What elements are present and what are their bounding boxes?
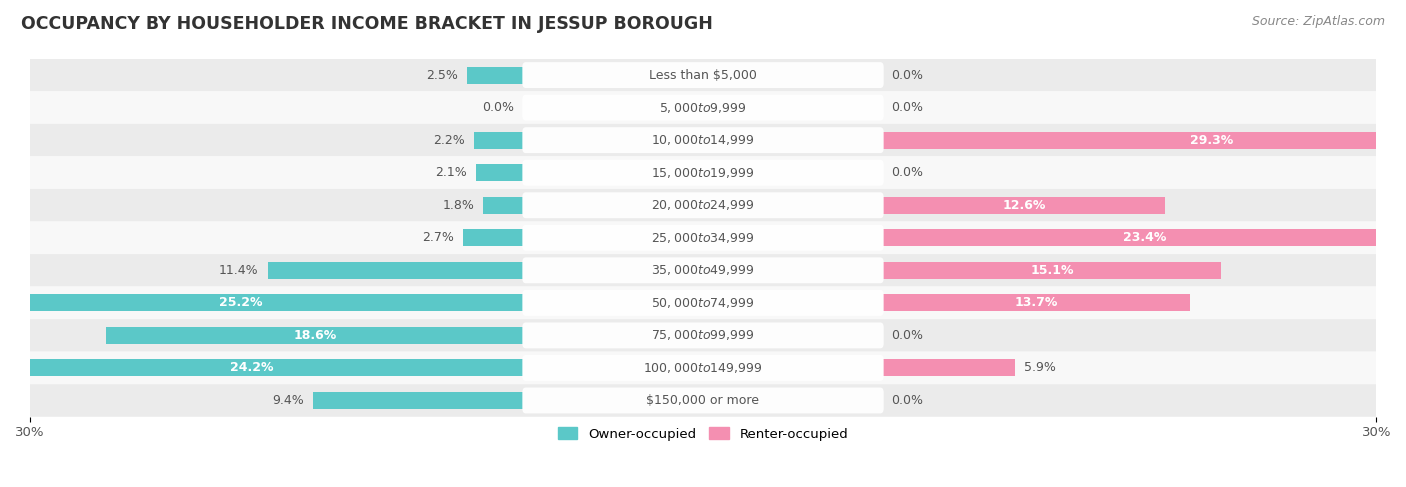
Text: 29.3%: 29.3% [1189, 133, 1233, 147]
Text: $150,000 or more: $150,000 or more [647, 394, 759, 407]
Text: 5.9%: 5.9% [1024, 361, 1056, 375]
FancyBboxPatch shape [30, 254, 1376, 286]
Bar [312, 392, 523, 409]
Legend: Owner-occupied, Renter-occupied: Owner-occupied, Renter-occupied [553, 422, 853, 446]
Text: 12.6%: 12.6% [1002, 199, 1046, 212]
Text: 1.8%: 1.8% [443, 199, 474, 212]
Text: $100,000 to $149,999: $100,000 to $149,999 [644, 361, 762, 375]
Bar [883, 295, 1189, 311]
FancyBboxPatch shape [30, 352, 1376, 384]
Text: 11.4%: 11.4% [219, 264, 259, 277]
Bar [267, 262, 523, 279]
FancyBboxPatch shape [30, 286, 1376, 319]
Text: Less than $5,000: Less than $5,000 [650, 69, 756, 82]
FancyBboxPatch shape [523, 160, 883, 186]
Text: $50,000 to $74,999: $50,000 to $74,999 [651, 296, 755, 310]
Bar [477, 164, 523, 181]
FancyBboxPatch shape [523, 290, 883, 316]
Text: 2.7%: 2.7% [422, 231, 454, 244]
Text: 9.4%: 9.4% [271, 394, 304, 407]
FancyBboxPatch shape [523, 388, 883, 413]
Text: 0.0%: 0.0% [891, 329, 924, 342]
Bar [883, 359, 1015, 376]
FancyBboxPatch shape [523, 225, 883, 251]
Text: 25.2%: 25.2% [219, 297, 263, 309]
FancyBboxPatch shape [30, 384, 1376, 417]
FancyBboxPatch shape [523, 355, 883, 381]
FancyBboxPatch shape [30, 92, 1376, 124]
Text: $75,000 to $99,999: $75,000 to $99,999 [651, 328, 755, 342]
Text: 2.2%: 2.2% [433, 133, 465, 147]
Text: $20,000 to $24,999: $20,000 to $24,999 [651, 198, 755, 212]
Text: 0.0%: 0.0% [891, 69, 924, 82]
FancyBboxPatch shape [523, 94, 883, 121]
FancyBboxPatch shape [523, 192, 883, 218]
Text: $15,000 to $19,999: $15,000 to $19,999 [651, 166, 755, 180]
FancyBboxPatch shape [30, 222, 1376, 254]
Text: 2.5%: 2.5% [426, 69, 458, 82]
Text: OCCUPANCY BY HOUSEHOLDER INCOME BRACKET IN JESSUP BOROUGH: OCCUPANCY BY HOUSEHOLDER INCOME BRACKET … [21, 15, 713, 33]
Text: 18.6%: 18.6% [292, 329, 336, 342]
Text: Source: ZipAtlas.com: Source: ZipAtlas.com [1251, 15, 1385, 28]
Bar [0, 359, 523, 376]
FancyBboxPatch shape [523, 127, 883, 153]
Text: 15.1%: 15.1% [1031, 264, 1074, 277]
FancyBboxPatch shape [30, 319, 1376, 352]
Text: 0.0%: 0.0% [482, 101, 515, 114]
Bar [883, 197, 1166, 214]
Text: 2.1%: 2.1% [436, 166, 467, 179]
FancyBboxPatch shape [523, 62, 883, 88]
Text: 0.0%: 0.0% [891, 101, 924, 114]
Text: 13.7%: 13.7% [1015, 297, 1057, 309]
Text: $10,000 to $14,999: $10,000 to $14,999 [651, 133, 755, 147]
Text: $25,000 to $34,999: $25,000 to $34,999 [651, 231, 755, 245]
Text: 24.2%: 24.2% [231, 361, 274, 375]
Text: 0.0%: 0.0% [891, 166, 924, 179]
Bar [105, 327, 523, 344]
Text: $35,000 to $49,999: $35,000 to $49,999 [651, 263, 755, 277]
Bar [467, 67, 523, 84]
Text: $5,000 to $9,999: $5,000 to $9,999 [659, 101, 747, 114]
FancyBboxPatch shape [30, 156, 1376, 189]
Bar [484, 197, 523, 214]
FancyBboxPatch shape [30, 59, 1376, 92]
Text: 0.0%: 0.0% [891, 394, 924, 407]
FancyBboxPatch shape [30, 124, 1376, 156]
FancyBboxPatch shape [523, 322, 883, 348]
Text: 23.4%: 23.4% [1123, 231, 1167, 244]
Bar [883, 262, 1222, 279]
Bar [474, 131, 523, 149]
Bar [883, 131, 1406, 149]
FancyBboxPatch shape [523, 258, 883, 283]
FancyBboxPatch shape [30, 189, 1376, 222]
Bar [883, 229, 1406, 246]
Bar [463, 229, 523, 246]
Bar [0, 295, 523, 311]
